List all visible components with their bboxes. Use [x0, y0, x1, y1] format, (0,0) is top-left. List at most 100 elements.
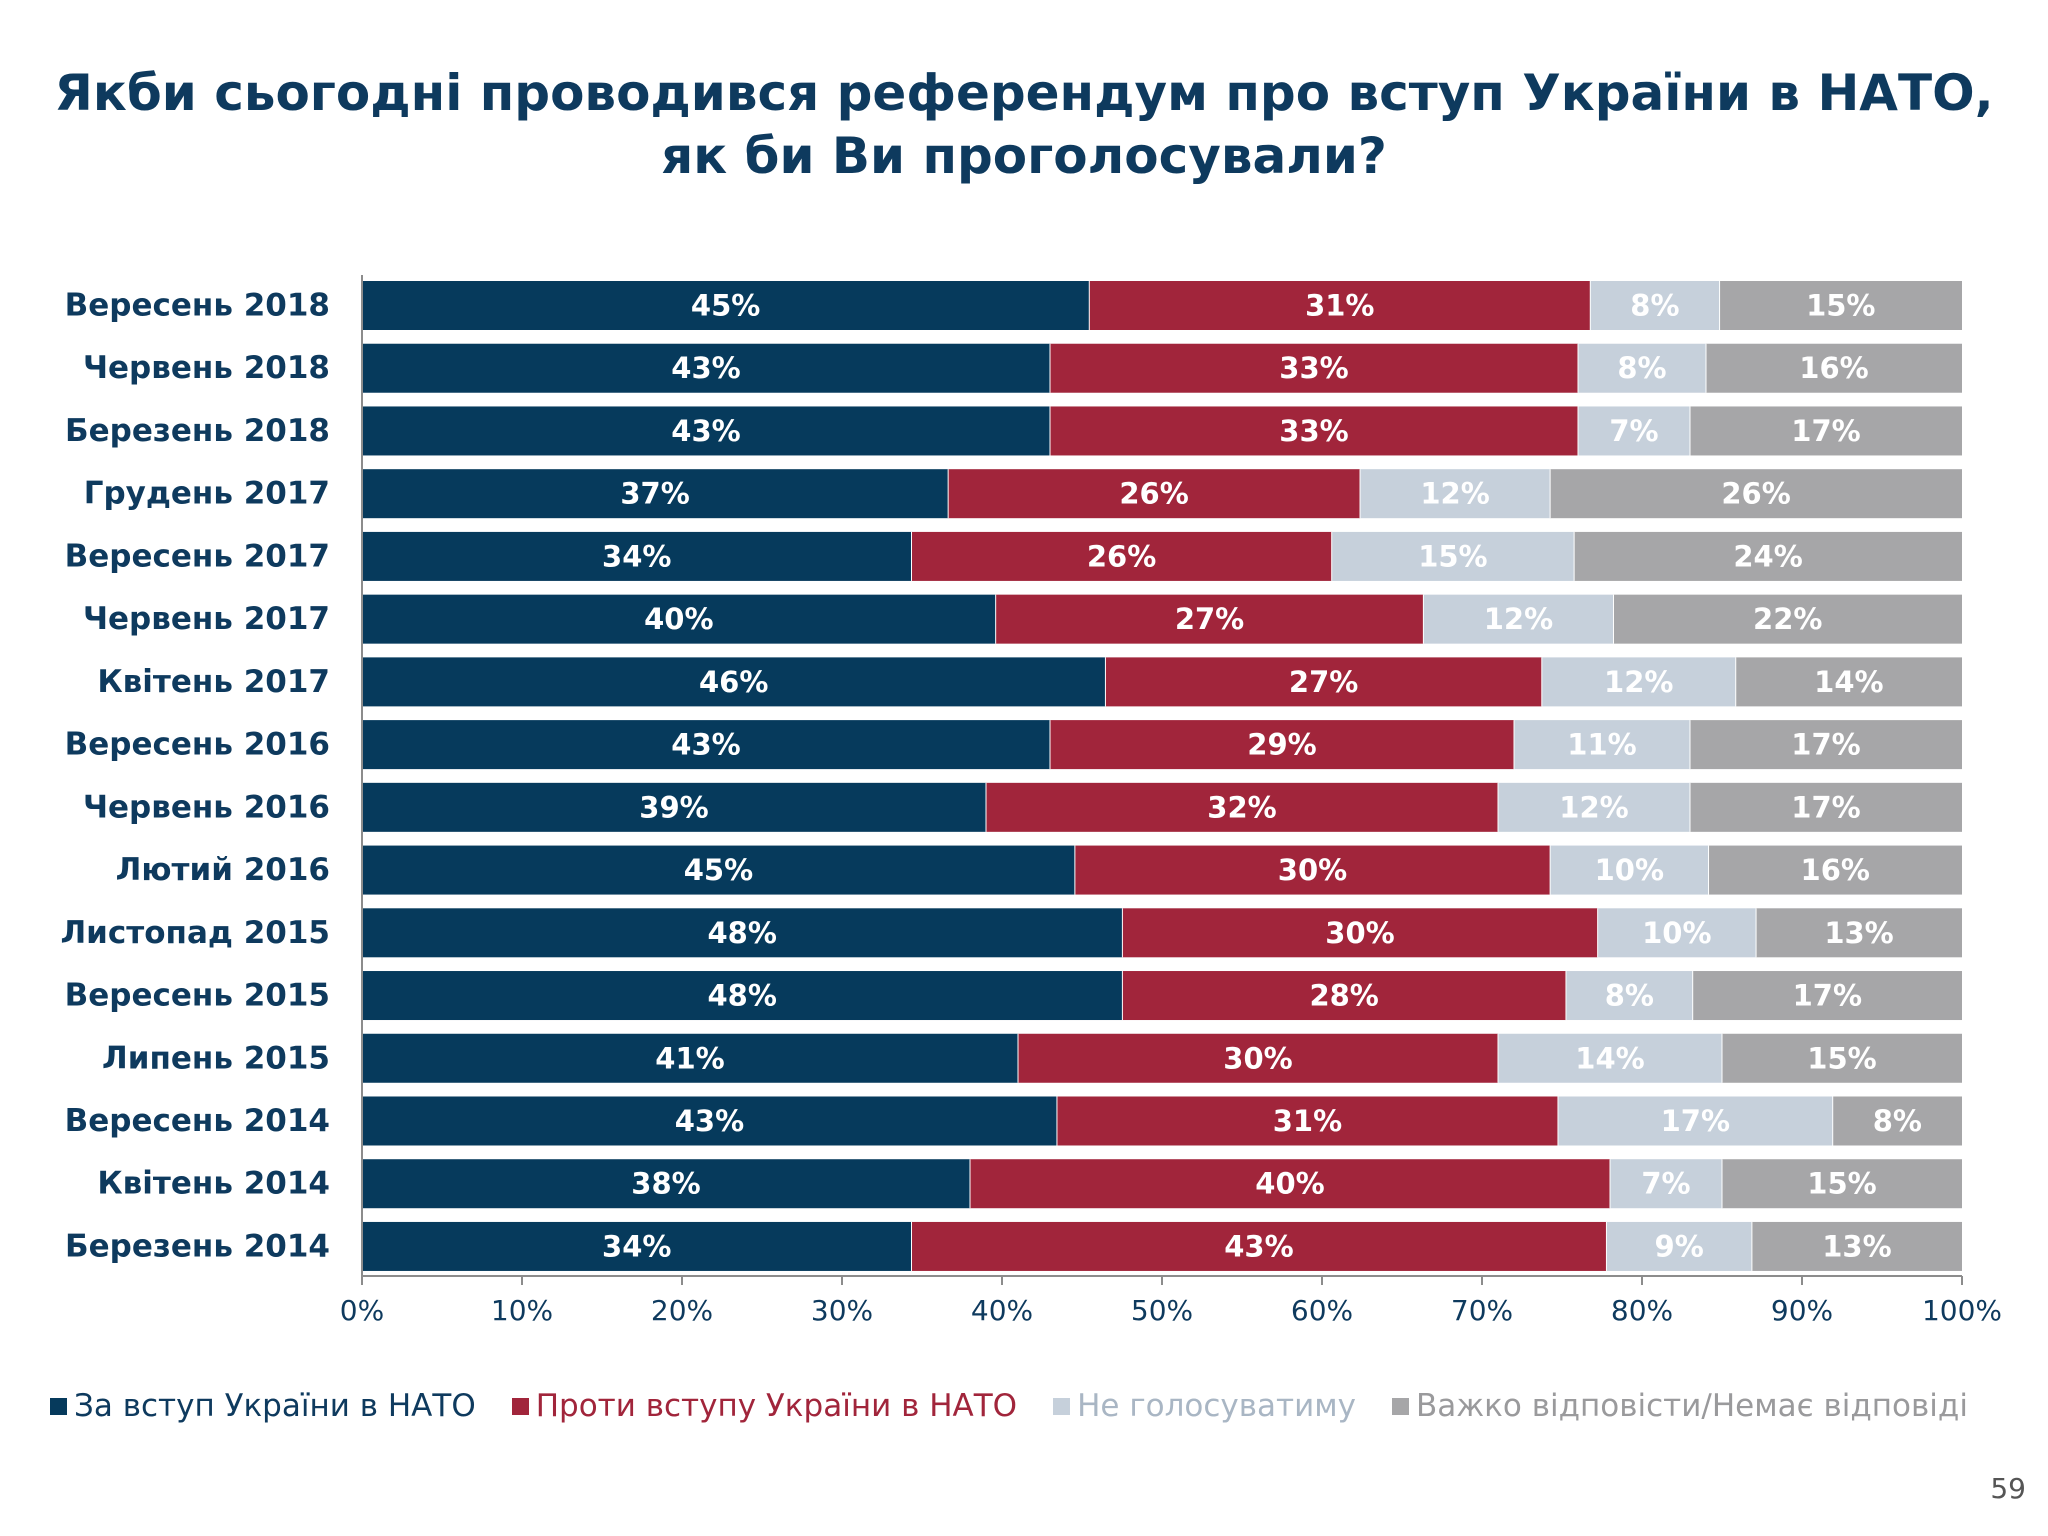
bar-segment: [1122, 971, 1566, 1021]
bar-segment: [362, 1096, 1057, 1146]
data-label: 31%: [1305, 289, 1374, 323]
bar-segment: [1360, 469, 1551, 519]
data-label: 41%: [655, 1041, 724, 1075]
category-label: Червень 2016: [83, 789, 330, 825]
data-label: 26%: [1087, 539, 1156, 573]
legend-label: За вступ України в НАТО: [74, 1388, 476, 1424]
data-label: 14%: [1814, 665, 1883, 699]
data-label: 15%: [1807, 1041, 1876, 1075]
data-label: 48%: [707, 979, 776, 1013]
data-label: 43%: [671, 414, 740, 448]
data-label: 30%: [1278, 853, 1347, 887]
bar-segment: [1574, 531, 1962, 581]
category-label: Березень 2018: [65, 413, 330, 449]
data-label: 8%: [1605, 979, 1654, 1013]
category-label: Вересень 2014: [65, 1103, 330, 1139]
bar-segment: [1074, 845, 1551, 895]
page-number: 59: [1990, 1472, 2026, 1505]
category-label: Квітень 2014: [97, 1166, 330, 1202]
data-label: 45%: [691, 289, 760, 323]
category-label: Вересень 2016: [65, 727, 330, 763]
legend-item: Проти вступу України в НАТО: [511, 1388, 1017, 1424]
bar-segment: [362, 1033, 1018, 1083]
data-label: 15%: [1806, 289, 1875, 323]
data-label: 17%: [1791, 728, 1860, 762]
legend-item: За вступ України в НАТО: [50, 1388, 476, 1424]
x-tick-label: 60%: [1291, 1294, 1353, 1327]
data-label: 34%: [602, 1229, 671, 1263]
data-label: 10%: [1595, 853, 1664, 887]
category-label: Листопад 2015: [60, 915, 330, 951]
data-label: 17%: [1661, 1104, 1730, 1138]
bar-segment: [362, 1159, 970, 1209]
bar-segment: [1610, 1159, 1722, 1209]
x-tick-label: 40%: [971, 1294, 1033, 1327]
bar-segment: [1735, 657, 1962, 707]
bar-segment: [362, 971, 1123, 1021]
data-label: 24%: [1733, 539, 1802, 573]
bar-segment: [911, 1221, 1607, 1271]
bar-segment: [362, 469, 949, 519]
bar-segment: [1590, 281, 1720, 330]
x-tick-label: 80%: [1611, 1294, 1673, 1327]
data-label: 43%: [675, 1104, 744, 1138]
bar-segment: [1514, 720, 1690, 770]
x-tick-label: 50%: [1131, 1294, 1193, 1327]
bar-segment: [1756, 908, 1962, 958]
bar-segment: [362, 845, 1075, 895]
data-label: 43%: [671, 351, 740, 385]
bar-segment: [1613, 594, 1962, 644]
data-label: 8%: [1873, 1104, 1922, 1138]
bar-segment: [362, 281, 1090, 330]
bar-segment: [1606, 1221, 1752, 1271]
bars-layer: 45% 31% 8% 15%43% 33% 8% 16%43% 33% 7% 17%37% 26% 1…: [362, 281, 1962, 1271]
data-label: 48%: [707, 916, 776, 950]
chart-title-line-2: як би Ви проголосували?: [661, 127, 1387, 185]
x-tick-label: 70%: [1451, 1294, 1513, 1327]
bar-segment: [1832, 1096, 1962, 1146]
category-label: Липень 2015: [102, 1040, 330, 1076]
bar-segment: [1050, 720, 1514, 770]
x-tick-label: 100%: [1922, 1294, 2002, 1327]
bar-segment: [1498, 1033, 1722, 1083]
data-label: 30%: [1223, 1041, 1292, 1075]
category-label: Червень 2018: [83, 350, 330, 386]
data-label: 10%: [1642, 916, 1711, 950]
category-label: Грудень 2017: [84, 476, 330, 512]
bar-segment: [1692, 971, 1962, 1021]
legend-swatch: [1391, 1397, 1409, 1415]
bar-segment: [970, 1159, 1610, 1209]
data-label: 33%: [1279, 414, 1348, 448]
category-label: Вересень 2018: [65, 288, 330, 324]
bar-segment: [1122, 908, 1598, 958]
bar-segment: [362, 720, 1050, 770]
bar-segment: [1578, 406, 1690, 456]
data-label: 29%: [1247, 728, 1316, 762]
bar-segment: [362, 1221, 912, 1271]
bar-segment: [1708, 845, 1962, 895]
category-label: Вересень 2015: [65, 978, 330, 1014]
bar-segment: [1056, 1096, 1558, 1146]
bar-segment: [1557, 1096, 1833, 1146]
data-label: 30%: [1325, 916, 1394, 950]
data-label: 12%: [1604, 665, 1673, 699]
data-label: 26%: [1119, 477, 1188, 511]
data-label: 40%: [644, 602, 713, 636]
data-label: 16%: [1801, 853, 1870, 887]
data-label: 7%: [1641, 1167, 1690, 1201]
data-label: 14%: [1575, 1041, 1644, 1075]
category-label: Квітень 2017: [97, 664, 330, 700]
bar-segment: [1089, 281, 1591, 330]
bar-segment: [362, 782, 986, 832]
data-label: 12%: [1484, 602, 1553, 636]
bar-segment: [1550, 469, 1962, 519]
data-label: 27%: [1289, 665, 1358, 699]
data-label: 15%: [1418, 539, 1487, 573]
bar-segment: [1105, 657, 1542, 707]
bar-segment: [1050, 406, 1578, 456]
bar-segment: [362, 406, 1050, 456]
bar-segment: [1050, 343, 1578, 393]
data-label: 26%: [1721, 477, 1790, 511]
data-label: 13%: [1822, 1229, 1891, 1263]
